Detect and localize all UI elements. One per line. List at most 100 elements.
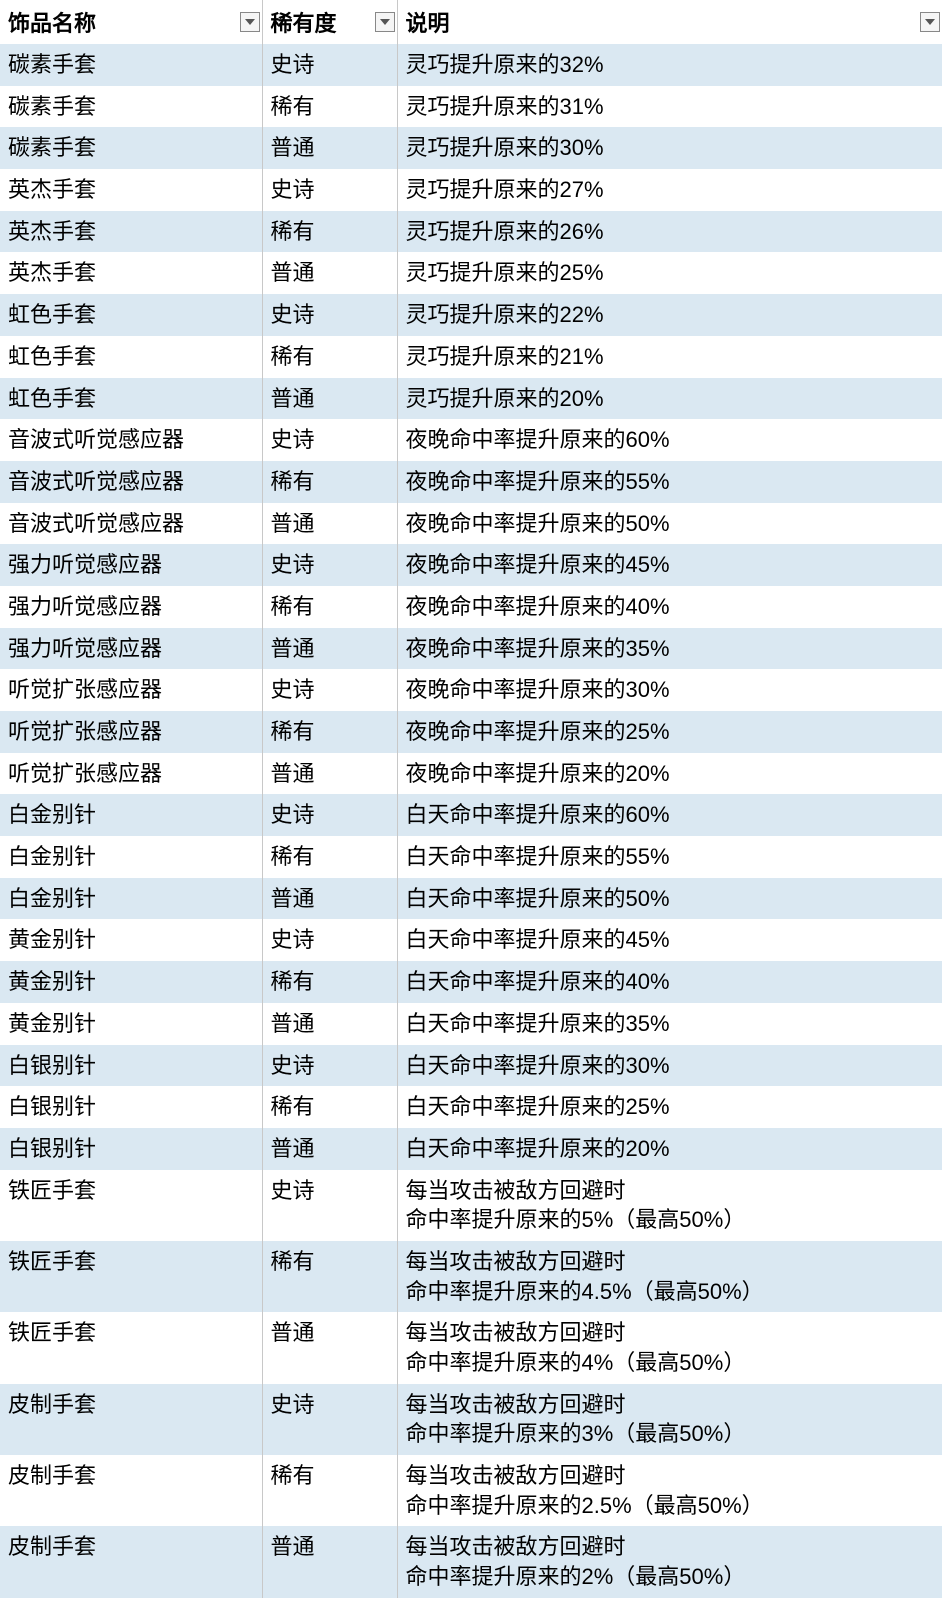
cell-desc: 灵巧提升原来的25% [397, 252, 942, 294]
table-row: 强力听觉感应器史诗夜晚命中率提升原来的45% [0, 544, 942, 586]
cell-name: 白银别针 [0, 1128, 262, 1170]
table-row: 皮制手套史诗每当攻击被敌方回避时命中率提升原来的3%（最高50%） [0, 1384, 942, 1455]
cell-desc: 灵巧提升原来的20% [397, 378, 942, 420]
cell-desc: 白天命中率提升原来的35% [397, 1003, 942, 1045]
cell-desc: 每当攻击被敌方回避时命中率提升原来的3%（最高50%） [397, 1384, 942, 1455]
cell-desc: 白天命中率提升原来的50% [397, 878, 942, 920]
filter-dropdown-desc[interactable] [920, 12, 940, 32]
table-row: 铁匠手套普通每当攻击被敌方回避时命中率提升原来的4%（最高50%） [0, 1312, 942, 1383]
cell-name: 强力听觉感应器 [0, 628, 262, 670]
table-row: 音波式听觉感应器稀有夜晚命中率提升原来的55% [0, 461, 942, 503]
cell-rarity: 史诗 [262, 44, 397, 86]
table-row: 英杰手套稀有灵巧提升原来的26% [0, 211, 942, 253]
cell-name: 皮制手套 [0, 1384, 262, 1455]
cell-name: 白银别针 [0, 1045, 262, 1087]
cell-desc: 夜晚命中率提升原来的45% [397, 544, 942, 586]
cell-rarity: 普通 [262, 753, 397, 795]
cell-name: 虹色手套 [0, 378, 262, 420]
cell-rarity: 稀有 [262, 211, 397, 253]
cell-desc: 灵巧提升原来的32% [397, 44, 942, 86]
cell-rarity: 普通 [262, 127, 397, 169]
cell-desc: 夜晚命中率提升原来的30% [397, 669, 942, 711]
cell-name: 听觉扩张感应器 [0, 669, 262, 711]
cell-rarity: 稀有 [262, 461, 397, 503]
cell-rarity: 稀有 [262, 961, 397, 1003]
table-row: 听觉扩张感应器史诗夜晚命中率提升原来的30% [0, 669, 942, 711]
cell-desc: 灵巧提升原来的22% [397, 294, 942, 336]
cell-name: 听觉扩张感应器 [0, 711, 262, 753]
cell-desc: 夜晚命中率提升原来的25% [397, 711, 942, 753]
accessory-table: 饰品名称 稀有度 说明 碳素手套史诗灵巧提升原来的32%碳素手套稀有灵巧提升原来… [0, 0, 942, 1598]
cell-desc: 灵巧提升原来的21% [397, 336, 942, 378]
table-row: 虹色手套史诗灵巧提升原来的22% [0, 294, 942, 336]
cell-name: 白金别针 [0, 836, 262, 878]
table-body: 碳素手套史诗灵巧提升原来的32%碳素手套稀有灵巧提升原来的31%碳素手套普通灵巧… [0, 44, 942, 1598]
cell-name: 碳素手套 [0, 127, 262, 169]
cell-desc: 夜晚命中率提升原来的35% [397, 628, 942, 670]
cell-name: 英杰手套 [0, 211, 262, 253]
cell-name: 黄金别针 [0, 919, 262, 961]
table-row: 皮制手套稀有每当攻击被敌方回避时命中率提升原来的2.5%（最高50%） [0, 1455, 942, 1526]
cell-rarity: 普通 [262, 503, 397, 545]
cell-desc: 夜晚命中率提升原来的60% [397, 419, 942, 461]
table-row: 听觉扩张感应器稀有夜晚命中率提升原来的25% [0, 711, 942, 753]
cell-name: 铁匠手套 [0, 1170, 262, 1241]
table-row: 碳素手套史诗灵巧提升原来的32% [0, 44, 942, 86]
table-row: 碳素手套普通灵巧提升原来的30% [0, 127, 942, 169]
table-row: 音波式听觉感应器史诗夜晚命中率提升原来的60% [0, 419, 942, 461]
cell-name: 铁匠手套 [0, 1312, 262, 1383]
cell-rarity: 普通 [262, 1128, 397, 1170]
table-row: 黄金别针普通白天命中率提升原来的35% [0, 1003, 942, 1045]
column-header-rarity: 稀有度 [262, 0, 397, 44]
cell-desc: 白天命中率提升原来的60% [397, 794, 942, 836]
filter-dropdown-name[interactable] [240, 12, 260, 32]
cell-name: 白金别针 [0, 878, 262, 920]
cell-rarity: 稀有 [262, 336, 397, 378]
cell-rarity: 稀有 [262, 1086, 397, 1128]
cell-rarity: 史诗 [262, 919, 397, 961]
cell-name: 铁匠手套 [0, 1241, 262, 1312]
cell-desc: 夜晚命中率提升原来的50% [397, 503, 942, 545]
cell-desc: 夜晚命中率提升原来的20% [397, 753, 942, 795]
cell-name: 黄金别针 [0, 1003, 262, 1045]
cell-rarity: 史诗 [262, 544, 397, 586]
cell-desc: 白天命中率提升原来的55% [397, 836, 942, 878]
cell-name: 皮制手套 [0, 1526, 262, 1597]
cell-rarity: 史诗 [262, 169, 397, 211]
cell-rarity: 史诗 [262, 1384, 397, 1455]
cell-desc: 灵巧提升原来的27% [397, 169, 942, 211]
cell-name: 强力听觉感应器 [0, 544, 262, 586]
filter-dropdown-rarity[interactable] [375, 12, 395, 32]
table-row: 音波式听觉感应器普通夜晚命中率提升原来的50% [0, 503, 942, 545]
cell-name: 英杰手套 [0, 252, 262, 294]
table-row: 白金别针稀有白天命中率提升原来的55% [0, 836, 942, 878]
cell-rarity: 稀有 [262, 836, 397, 878]
cell-desc: 夜晚命中率提升原来的55% [397, 461, 942, 503]
cell-desc: 每当攻击被敌方回避时命中率提升原来的2.5%（最高50%） [397, 1455, 942, 1526]
cell-name: 强力听觉感应器 [0, 586, 262, 628]
cell-name: 碳素手套 [0, 86, 262, 128]
cell-desc: 每当攻击被敌方回避时命中率提升原来的2%（最高50%） [397, 1526, 942, 1597]
cell-desc: 白天命中率提升原来的20% [397, 1128, 942, 1170]
cell-rarity: 史诗 [262, 419, 397, 461]
cell-desc: 每当攻击被敌方回避时命中率提升原来的5%（最高50%） [397, 1170, 942, 1241]
chevron-down-icon [925, 19, 935, 25]
table-row: 铁匠手套史诗每当攻击被敌方回避时命中率提升原来的5%（最高50%） [0, 1170, 942, 1241]
cell-rarity: 史诗 [262, 794, 397, 836]
cell-name: 皮制手套 [0, 1455, 262, 1526]
cell-name: 白金别针 [0, 794, 262, 836]
column-label: 说明 [406, 11, 450, 36]
chevron-down-icon [380, 19, 390, 25]
table-row: 白银别针普通白天命中率提升原来的20% [0, 1128, 942, 1170]
cell-desc: 白天命中率提升原来的30% [397, 1045, 942, 1087]
table-row: 强力听觉感应器稀有夜晚命中率提升原来的40% [0, 586, 942, 628]
cell-rarity: 普通 [262, 252, 397, 294]
table-row: 白金别针普通白天命中率提升原来的50% [0, 878, 942, 920]
table-row: 黄金别针史诗白天命中率提升原来的45% [0, 919, 942, 961]
table-row: 碳素手套稀有灵巧提升原来的31% [0, 86, 942, 128]
cell-rarity: 史诗 [262, 669, 397, 711]
table-row: 强力听觉感应器普通夜晚命中率提升原来的35% [0, 628, 942, 670]
cell-rarity: 稀有 [262, 711, 397, 753]
cell-name: 碳素手套 [0, 44, 262, 86]
table-row: 黄金别针稀有白天命中率提升原来的40% [0, 961, 942, 1003]
